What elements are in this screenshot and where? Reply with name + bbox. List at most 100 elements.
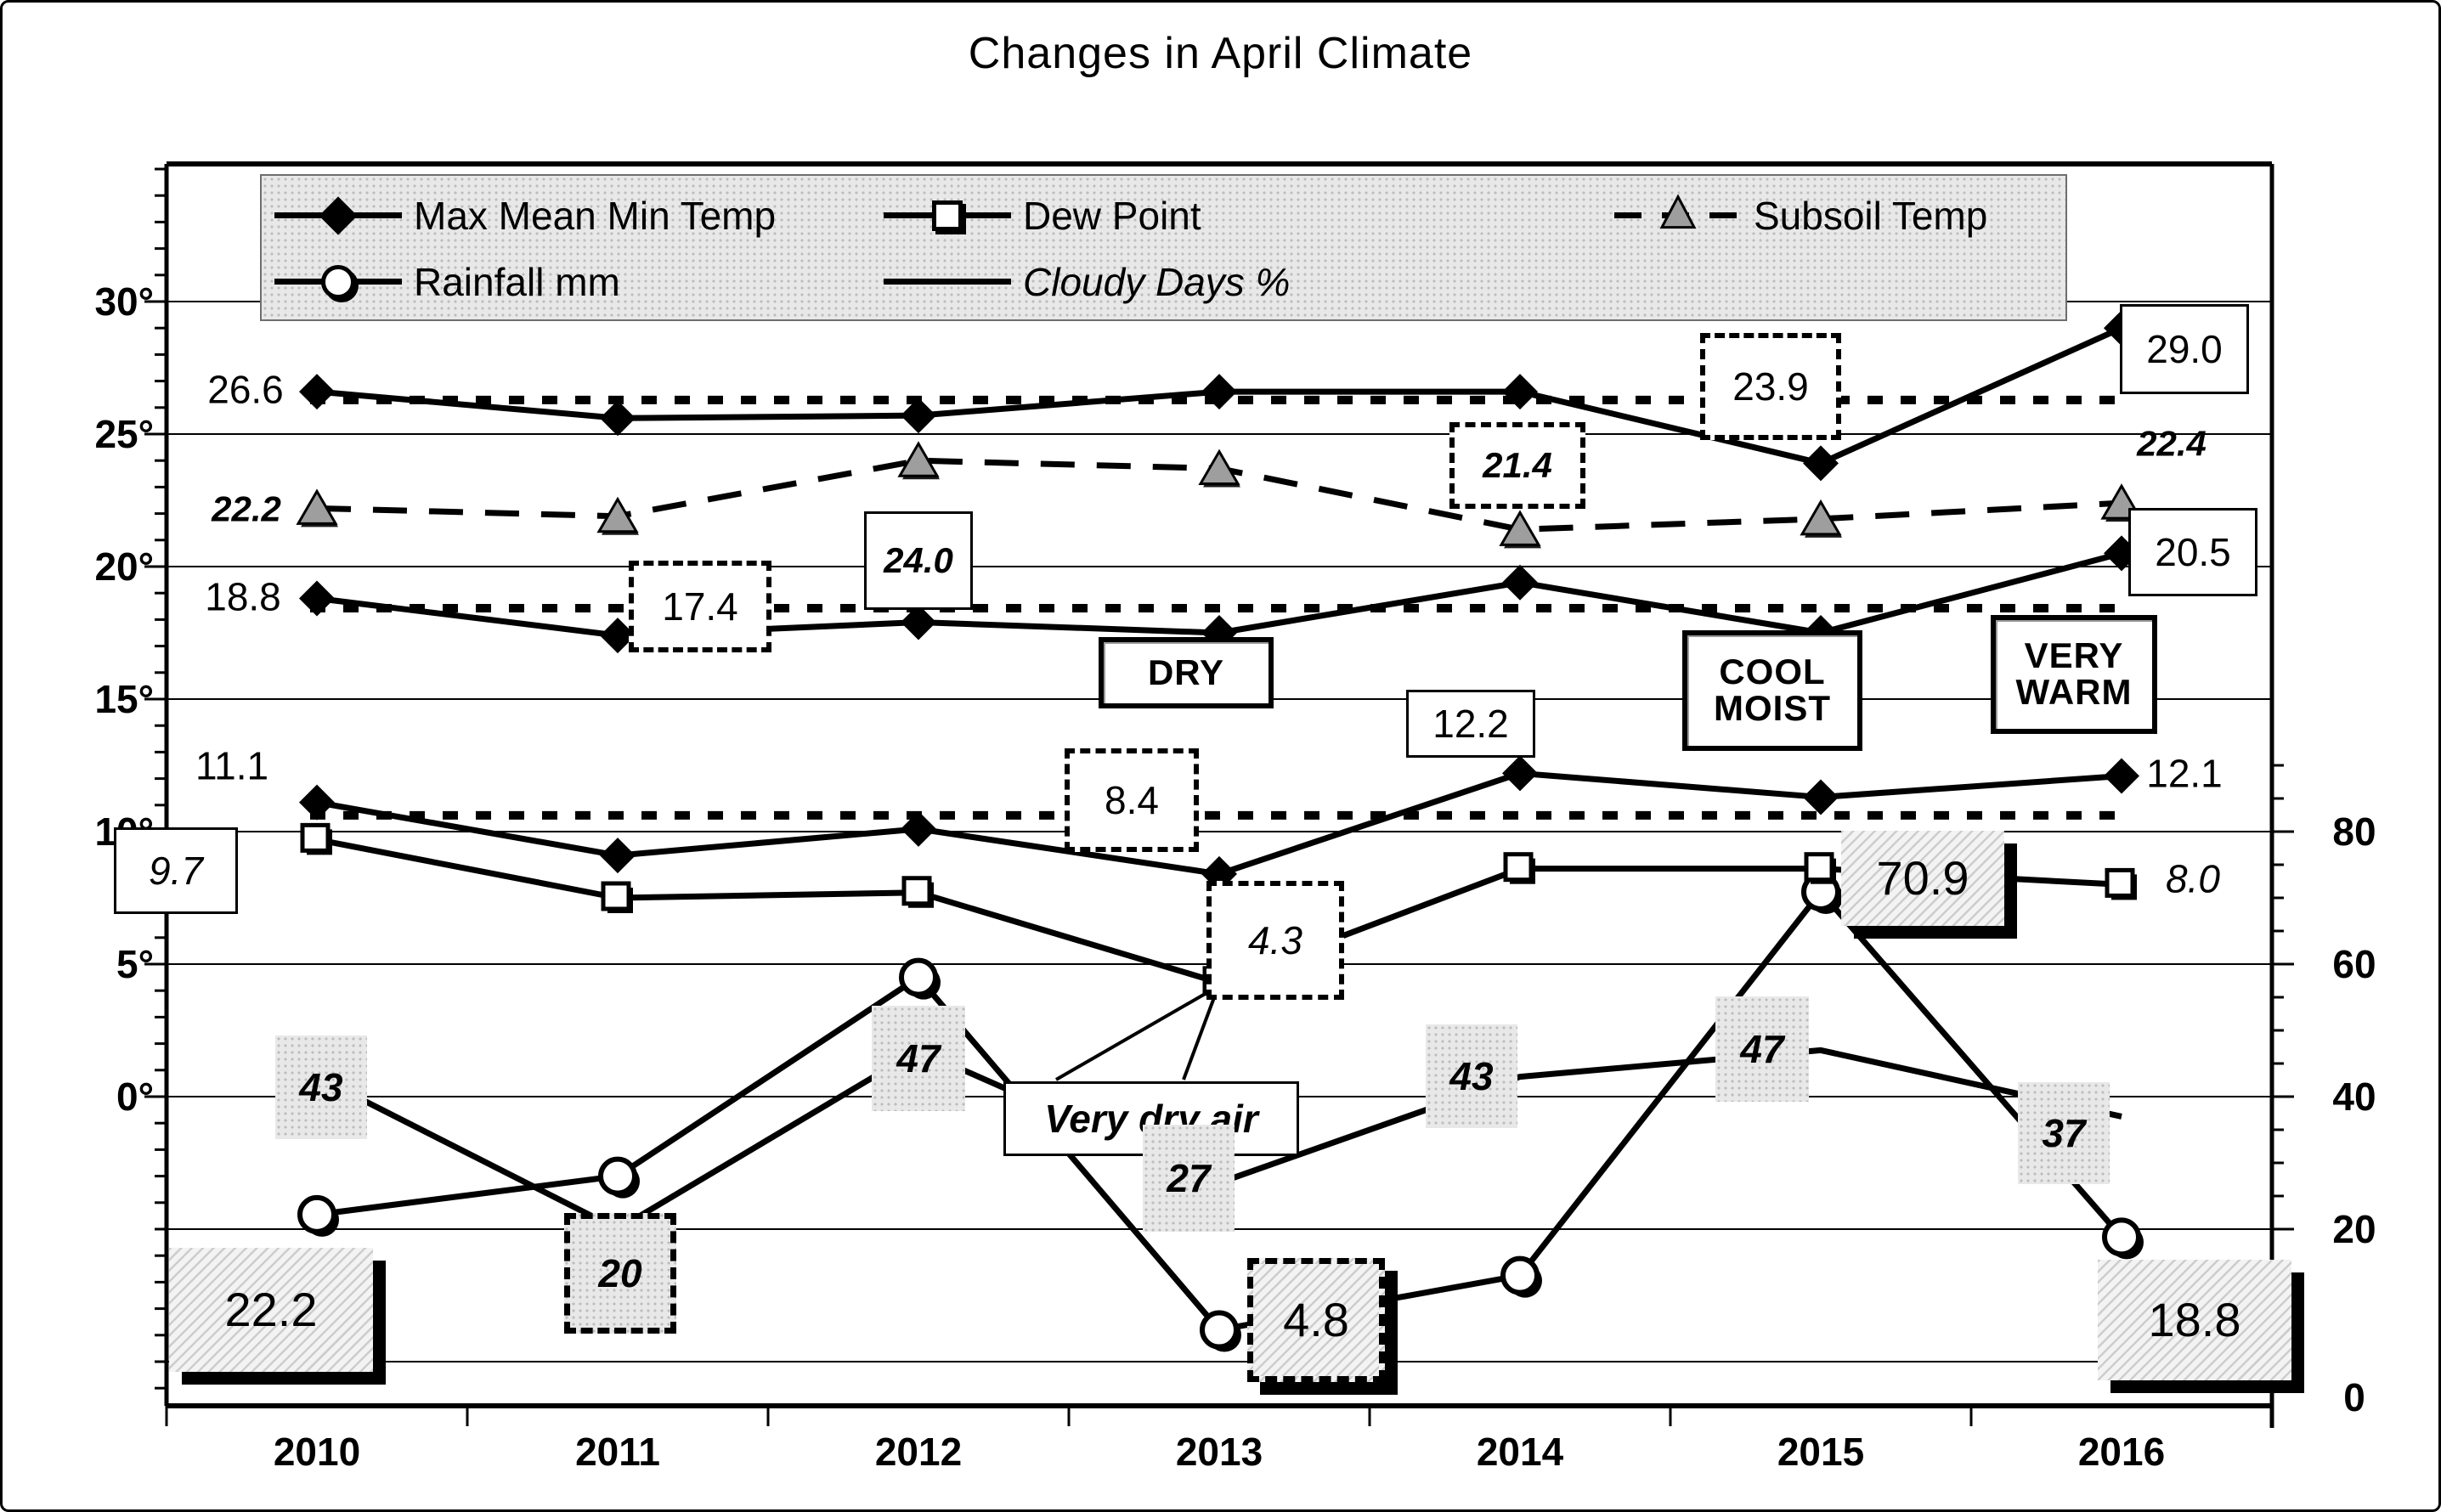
diamond-marker bbox=[1502, 755, 1538, 792]
data-label: 8.0 bbox=[2166, 856, 2220, 901]
data-label: 43 bbox=[1426, 1024, 1517, 1128]
plain-line-icon bbox=[884, 261, 1011, 303]
square-marker bbox=[1503, 852, 1534, 883]
circle-marker bbox=[1500, 1255, 1540, 1295]
data-label: 12.2 bbox=[1406, 690, 1535, 758]
data-label: 29.0 bbox=[2120, 304, 2249, 394]
callout-leg bbox=[1182, 992, 1218, 1080]
square-line-icon bbox=[884, 195, 1011, 237]
triangle-marker bbox=[1198, 449, 1240, 486]
data-label: 8.4 bbox=[1065, 748, 1199, 852]
legend-item-max-mean-min-temp: Max Mean Min Temp bbox=[274, 189, 776, 242]
triangle-marker bbox=[1800, 499, 1842, 536]
data-label: 22.2 bbox=[212, 488, 281, 529]
square-marker bbox=[1804, 852, 1834, 883]
diamond-marker bbox=[901, 398, 936, 434]
legend-item-subsoil-temp: Subsoil Temp bbox=[1614, 189, 1987, 242]
diamond-marker bbox=[299, 580, 335, 617]
data-label: 26.6 bbox=[207, 367, 284, 412]
data-label: 11.1 bbox=[195, 743, 269, 788]
circle-line-icon bbox=[274, 261, 402, 303]
x-axis-label: 2011 bbox=[575, 1430, 660, 1474]
diamond-marker bbox=[299, 784, 335, 821]
x-axis-label: 2012 bbox=[874, 1430, 963, 1474]
diamond-marker bbox=[1803, 779, 1839, 815]
right-axis-label: 40 bbox=[2332, 1075, 2376, 1119]
legend-label: Rainfall mm bbox=[414, 260, 620, 304]
triangle-marker bbox=[296, 488, 338, 525]
legend-label: Cloudy Days % bbox=[1023, 260, 1291, 304]
diamond-marker bbox=[600, 838, 636, 874]
diamond-marker bbox=[901, 604, 936, 640]
data-label: 27 bbox=[1143, 1125, 1235, 1232]
legend-item-cloudy-days: Cloudy Days % bbox=[884, 256, 1290, 308]
data-label: 23.9 bbox=[1700, 333, 1841, 440]
data-label: DRY bbox=[1099, 637, 1274, 708]
circle-marker bbox=[2102, 1217, 2141, 1257]
triangle-marker bbox=[897, 441, 940, 477]
right-axis-label: 0 bbox=[2343, 1375, 2365, 1419]
callout-leg bbox=[1055, 988, 1213, 1081]
left-axis-label: 20° bbox=[94, 544, 154, 589]
data-label: 20 bbox=[564, 1213, 676, 1334]
circle-marker bbox=[899, 957, 938, 997]
triangle-line-icon bbox=[1614, 194, 1742, 237]
data-label: 4.8 bbox=[1247, 1258, 1385, 1382]
data-label: 22.4 bbox=[2137, 423, 2207, 464]
data-labels-layer: 30°25°20°15°10°5°0°806040200201020112012… bbox=[3, 3, 2438, 1509]
diamond-marker bbox=[299, 374, 335, 410]
diamond-line-icon bbox=[274, 195, 402, 237]
diamond-marker bbox=[1803, 445, 1839, 482]
square-marker bbox=[601, 881, 631, 911]
diamond-marker bbox=[901, 810, 936, 847]
diamond-marker bbox=[1201, 374, 1237, 410]
right-axis-label: 80 bbox=[2332, 810, 2376, 854]
data-label: 20.5 bbox=[2128, 508, 2257, 596]
data-label: 18.8 bbox=[205, 574, 281, 619]
data-label: 4.3 bbox=[1206, 881, 1344, 1000]
chart-title: Changes in April Climate bbox=[968, 29, 1473, 78]
diamond-marker bbox=[600, 618, 636, 654]
legend-label: Max Mean Min Temp bbox=[414, 194, 777, 238]
circle-marker bbox=[598, 1156, 637, 1196]
diamond-marker bbox=[600, 400, 636, 437]
square-marker bbox=[2105, 867, 2135, 898]
left-axis-label: 15° bbox=[94, 677, 154, 721]
data-label: 70.9 bbox=[1841, 831, 2004, 926]
x-axis-label: 2016 bbox=[2077, 1430, 2166, 1474]
x-axis-label: 2013 bbox=[1175, 1430, 1263, 1474]
left-axis-label: 30° bbox=[94, 279, 154, 324]
right-axis-label: 60 bbox=[2332, 942, 2376, 986]
legend-label: Subsoil Temp bbox=[1754, 194, 1988, 238]
left-axis-label: 0° bbox=[116, 1075, 154, 1119]
x-axis-label: 2010 bbox=[273, 1430, 361, 1474]
x-axis-label: 2015 bbox=[1777, 1430, 1865, 1474]
data-label: 17.4 bbox=[629, 561, 771, 652]
data-label: 37 bbox=[2018, 1082, 2110, 1184]
legend-label: Dew Point bbox=[1023, 194, 1201, 238]
left-axis-label: 5° bbox=[116, 942, 154, 986]
diamond-marker bbox=[2104, 758, 2139, 794]
data-label: VERY WARM bbox=[1991, 615, 2157, 734]
legend-item-dew-point: Dew Point bbox=[884, 189, 1201, 242]
left-axis-label: 25° bbox=[94, 412, 154, 456]
data-label: 22.2 bbox=[169, 1248, 373, 1372]
diamond-marker bbox=[1502, 564, 1538, 601]
square-marker bbox=[901, 876, 932, 906]
data-label: COOL MOIST bbox=[1682, 630, 1862, 751]
triangle-marker bbox=[596, 496, 639, 533]
square-marker bbox=[300, 822, 331, 853]
data-label: 43 bbox=[275, 1035, 367, 1139]
legend-item-rainfall: Rainfall mm bbox=[274, 256, 620, 308]
legend: Max Mean Min Temp Dew Point Subsoil Temp… bbox=[260, 174, 2067, 321]
data-label: 24.0 bbox=[864, 511, 973, 610]
triangle-marker bbox=[1499, 510, 1541, 546]
data-label: 21.4 bbox=[1449, 422, 1585, 509]
data-label: 47 bbox=[1715, 996, 1809, 1102]
circle-marker bbox=[297, 1194, 336, 1234]
data-label: 47 bbox=[872, 1006, 965, 1111]
circle-marker bbox=[1200, 1310, 1239, 1350]
diamond-marker bbox=[1502, 374, 1538, 410]
data-label: 18.8 bbox=[2098, 1260, 2291, 1380]
